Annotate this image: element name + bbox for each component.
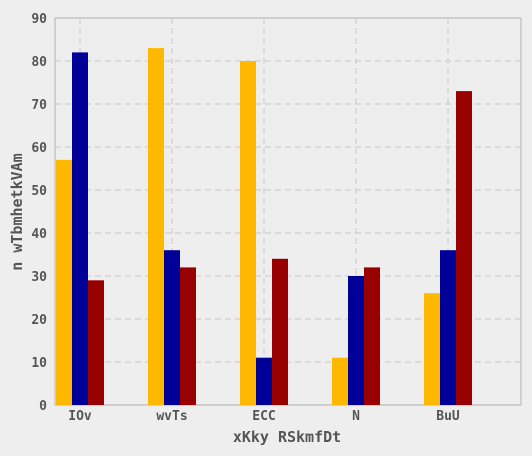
bars — [56, 48, 472, 406]
bar — [180, 267, 196, 405]
bar — [56, 159, 72, 405]
bar — [164, 250, 180, 405]
y-tick-label: 90 — [31, 12, 47, 27]
bar — [332, 357, 348, 405]
y-tick-label: 0 — [39, 399, 47, 414]
y-tick-label: 30 — [31, 270, 47, 285]
y-tick-label: 80 — [31, 55, 47, 70]
x-tick-label: wvTs — [156, 409, 187, 424]
bar — [272, 258, 288, 405]
y-tick-label: 50 — [31, 184, 47, 199]
y-axis-title: n wTbmhetkVAm — [8, 153, 26, 270]
x-axis-ticks: IOv wvTs ECC N BuU — [68, 409, 460, 424]
x-axis-title: xKky RSkmfDt — [233, 428, 341, 446]
x-tick-label: IOv — [68, 409, 92, 424]
bar — [348, 276, 364, 405]
bar — [440, 250, 456, 405]
bar — [240, 61, 256, 405]
bar — [72, 52, 88, 406]
y-tick-label: 20 — [31, 313, 47, 328]
y-tick-label: 40 — [31, 227, 47, 242]
x-tick-label: BuU — [436, 409, 460, 424]
y-axis-ticks: 0 10 20 30 40 50 60 70 80 90 — [31, 12, 47, 414]
x-tick-label: ECC — [252, 409, 275, 424]
y-tick-label: 10 — [31, 356, 47, 371]
x-tick-label: N — [352, 409, 360, 424]
bar — [88, 280, 104, 405]
bar — [148, 48, 164, 405]
y-tick-label: 70 — [31, 98, 47, 113]
bar — [456, 91, 472, 405]
y-tick-label: 60 — [31, 141, 47, 156]
bar — [256, 357, 272, 405]
bar — [364, 267, 380, 405]
bar — [424, 293, 440, 405]
